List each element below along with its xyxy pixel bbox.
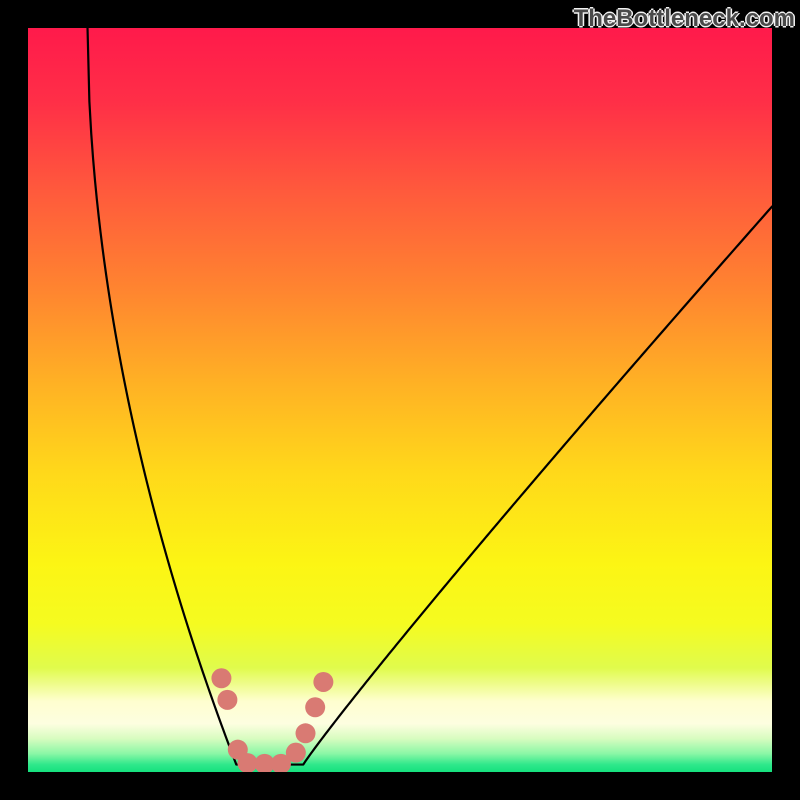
chart-svg xyxy=(28,28,772,772)
watermark-text: TheBottleneck.com xyxy=(574,5,795,33)
highlight-marker xyxy=(286,743,306,763)
highlight-marker xyxy=(313,672,333,692)
highlight-marker xyxy=(296,723,316,743)
highlight-marker xyxy=(305,697,325,717)
bottleneck-chart xyxy=(28,28,772,772)
gradient-background xyxy=(28,28,772,772)
highlight-marker xyxy=(211,668,231,688)
highlight-marker xyxy=(217,690,237,710)
